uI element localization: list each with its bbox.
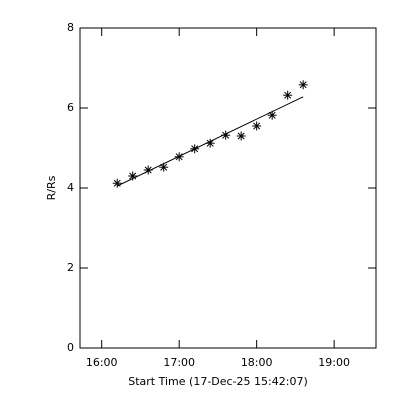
asterisk-stroke	[160, 163, 168, 171]
x-tick-label: 18:00	[241, 356, 273, 369]
y-axis-label: R/Rs	[45, 175, 58, 200]
asterisk-stroke	[113, 179, 121, 187]
x-tick-label: 17:00	[163, 356, 195, 369]
y-tick-label: 8	[67, 21, 74, 34]
asterisk-stroke	[284, 91, 292, 99]
asterisk-point	[298, 80, 308, 90]
asterisk-stroke	[253, 122, 261, 130]
y-tick-label: 6	[67, 101, 74, 114]
asterisk-stroke	[206, 139, 214, 147]
x-tick-label: 19:00	[318, 356, 350, 369]
fit-line	[116, 96, 304, 187]
x-axis-label: Start Time (17-Dec-25 15:42:07)	[128, 375, 308, 388]
asterisk-stroke	[129, 172, 137, 180]
y-tick-label: 0	[67, 341, 74, 354]
y-tick-label: 4	[67, 181, 74, 194]
y-tick-label: 2	[67, 261, 74, 274]
asterisk-stroke	[299, 81, 307, 89]
asterisk-stroke	[237, 132, 245, 140]
plot-frame	[79, 27, 377, 349]
asterisk-point	[236, 131, 246, 141]
asterisk-point	[128, 171, 138, 181]
x-tick-label: 16:00	[86, 356, 118, 369]
asterisk-point	[252, 121, 262, 131]
asterisk-point	[112, 178, 122, 188]
asterisk-stroke	[268, 111, 276, 119]
asterisk-point	[283, 90, 293, 100]
